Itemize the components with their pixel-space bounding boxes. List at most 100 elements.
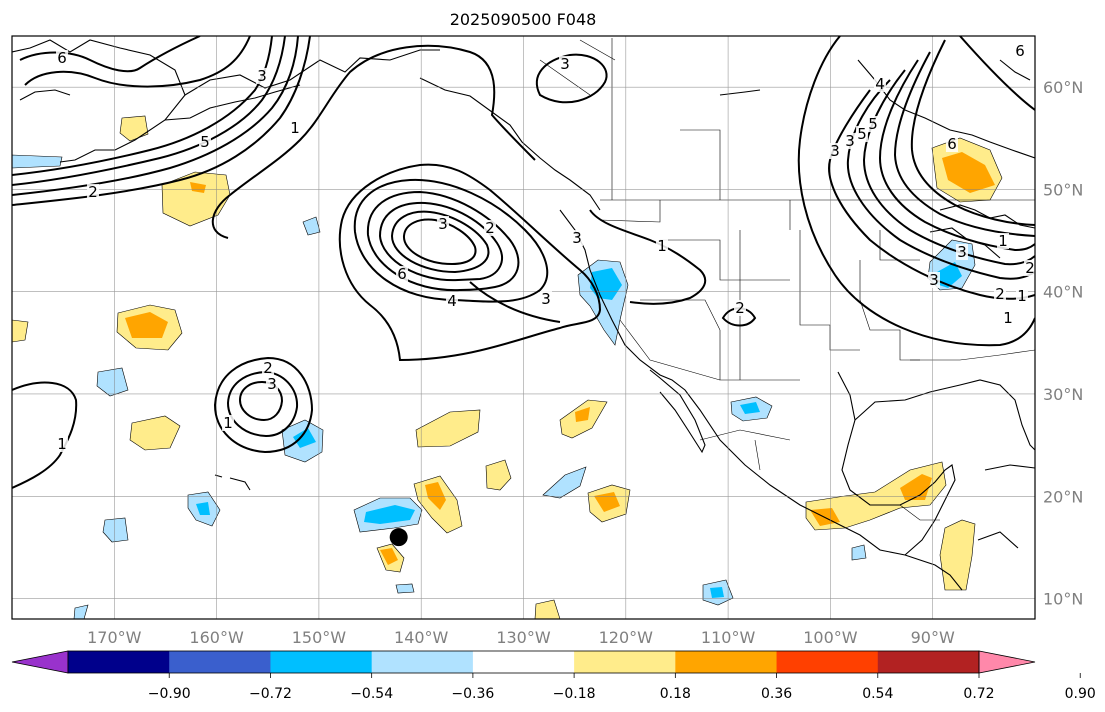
lon-tick-label: 150°W — [292, 628, 347, 647]
contour-label-bg — [222, 415, 234, 431]
colorbar-tick-label: −0.90 — [148, 686, 191, 702]
contour-label-bg — [1024, 260, 1036, 276]
contour-label: 2 — [485, 219, 495, 237]
contour-label-bg — [856, 126, 868, 142]
fill-negative — [364, 505, 415, 524]
contour-label-bg — [289, 120, 301, 136]
contour-label: 1 — [998, 232, 1008, 250]
fill-positive — [939, 519, 976, 591]
lon-tick-label: 140°W — [394, 628, 449, 647]
colorbar-tick-label: 0.72 — [963, 686, 994, 702]
contour-label: 4 — [875, 75, 885, 93]
colorbar-tick-label: 0.90 — [1065, 686, 1096, 702]
colorbar-tick-label: −0.36 — [451, 686, 494, 702]
fill-positive — [900, 474, 932, 500]
lon-tick-label: 120°W — [599, 628, 654, 647]
contour-label: 5 — [857, 125, 867, 143]
contour-label-bg — [994, 286, 1006, 302]
fill-positive — [534, 599, 561, 619]
fill-positive — [575, 407, 590, 422]
contour-label: 1 — [657, 237, 667, 255]
lat-tick-label: 20°N — [1043, 487, 1083, 506]
lon-tick-label: 100°W — [803, 628, 858, 647]
contour-label-bg — [199, 134, 211, 150]
contour-label-bg — [1014, 43, 1026, 59]
contour-label: 3 — [267, 375, 277, 393]
contour-label-bg — [559, 56, 571, 72]
storm-marker — [389, 528, 408, 547]
contour-label: 3 — [560, 55, 570, 73]
contour-label-bg — [928, 272, 940, 288]
fill-positive — [125, 312, 168, 338]
fill-negative — [851, 544, 867, 561]
contour-label-bg — [256, 68, 268, 84]
contour-label: 1 — [290, 119, 300, 137]
fill-positive — [161, 171, 231, 227]
lon-tick-label: 110°W — [701, 628, 756, 647]
contour-label-bg — [87, 184, 99, 200]
colorbar-segment — [574, 651, 676, 673]
lon-tick-label: 90°W — [911, 628, 955, 647]
contour-label-bg — [56, 50, 68, 66]
lon-tick-label: 160°W — [189, 628, 244, 647]
lon-tick-label: 130°W — [496, 628, 551, 647]
lat-tick-label: 60°N — [1043, 78, 1083, 97]
fill-positive — [594, 492, 620, 512]
colorbar: −0.90 −0.72 −0.54 −0.36 −0.18 0.18 0.36 0.54 0.7… — [11, 650, 1096, 702]
lat-tick-label: 10°N — [1043, 590, 1083, 609]
lon-tick-label: 170°W — [87, 628, 142, 647]
colorbar-segment — [169, 651, 271, 673]
contour-label-bg — [874, 76, 886, 92]
colorbar-extend-low — [11, 650, 69, 674]
contour-label: 2 — [995, 285, 1005, 303]
contour-label-bg — [540, 291, 552, 307]
fill-positive — [190, 182, 206, 193]
lat-tick-label: 40°N — [1043, 283, 1083, 302]
map-title: 2025090500 F048 — [450, 10, 597, 29]
longitude-labels: 170°W 160°W 150°W 140°W 130°W 120°W 110°W 100°W… — [87, 628, 955, 647]
contour-label: 2 — [1025, 259, 1035, 277]
contour-label-bg — [946, 136, 958, 152]
contour-label: 3 — [929, 271, 939, 289]
contour-label: 1 — [57, 435, 67, 453]
fill-positive — [12, 319, 29, 343]
colorbar-tick-label: 0.18 — [660, 686, 691, 702]
fill-negative — [395, 583, 415, 594]
contour-label: 6 — [57, 49, 67, 67]
contour-label: 3 — [541, 290, 551, 308]
lat-tick-label: 50°N — [1043, 180, 1083, 199]
contour-label: 6 — [1015, 42, 1025, 60]
contour-label: 3 — [845, 132, 855, 150]
colorbar-segment — [877, 651, 980, 673]
contour-label: 3 — [572, 229, 582, 247]
contour-label: 5 — [868, 115, 878, 133]
contour-label-bg — [1016, 288, 1028, 304]
colorbar-tick-label: 0.54 — [862, 686, 893, 702]
contour-label-bg — [571, 230, 583, 246]
colorbar-segment — [675, 651, 778, 673]
colorbar-tick-label: −0.72 — [249, 686, 292, 702]
contour-label: 2 — [263, 359, 273, 377]
contour-label: 2 — [735, 299, 745, 317]
contour-label-bg — [437, 216, 449, 232]
fill-negative — [710, 587, 724, 598]
fill-negative — [740, 402, 760, 414]
contour-label: 3 — [438, 215, 448, 233]
map-frame — [11, 35, 1036, 620]
fill-negative — [102, 517, 129, 543]
contour-label-bg — [484, 220, 496, 236]
contour-label: 3 — [957, 243, 967, 261]
colorbar-extend-high — [978, 650, 1036, 674]
lat-tick-label: 30°N — [1043, 385, 1083, 404]
contour-label-bg — [56, 436, 68, 452]
contour-label: 3 — [830, 142, 840, 160]
contour-label-bg — [829, 143, 841, 159]
fill-negative — [12, 154, 63, 169]
contour-label: 6 — [947, 135, 957, 153]
colorbar-segment — [270, 651, 373, 673]
fill-negative — [196, 502, 210, 515]
colorbar-segment — [68, 651, 170, 673]
contour-label-bg — [266, 376, 278, 392]
